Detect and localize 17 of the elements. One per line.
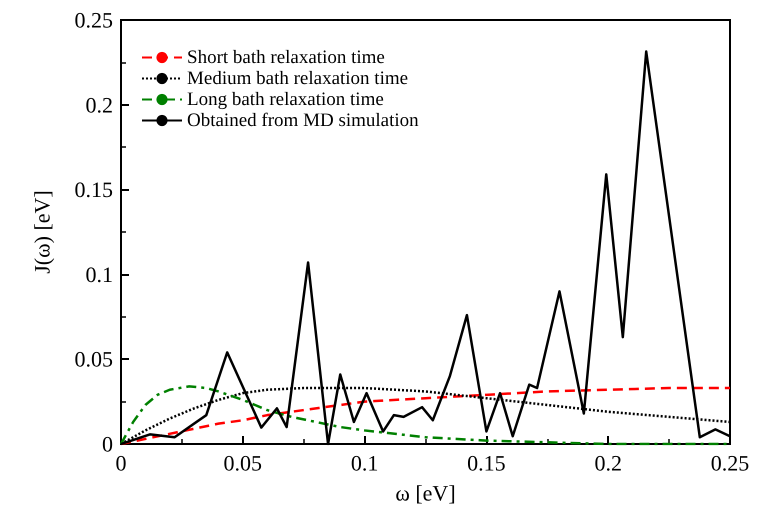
y-tick-label: 0.1 [86, 262, 113, 287]
x-tick-label: 0.2 [594, 450, 622, 476]
y-axis-title: J(ω) [eV] [30, 190, 54, 274]
x-axis-title: ω [eV] [395, 480, 456, 506]
y-tick-label: 0.05 [74, 346, 113, 372]
y-tick-label: 0.25 [74, 8, 113, 32]
y-tick-label: 0.15 [74, 177, 113, 202]
legend-label: Short bath relaxation time [187, 47, 385, 68]
y-tick-label: 0.2 [86, 92, 113, 118]
x-tick-label: 0.15 [467, 450, 506, 476]
x-tick-label: 0.25 [710, 450, 750, 476]
x-tick-label: 0.05 [224, 450, 262, 476]
y-tick-label: 0 [102, 432, 113, 456]
legend-label: Long bath relaxation time [187, 89, 384, 110]
legend-label: Medium bath relaxation time [187, 68, 408, 89]
x-tick-label: 0.1 [350, 450, 378, 476]
legend-label: Obtained from MD simulation [187, 110, 420, 131]
